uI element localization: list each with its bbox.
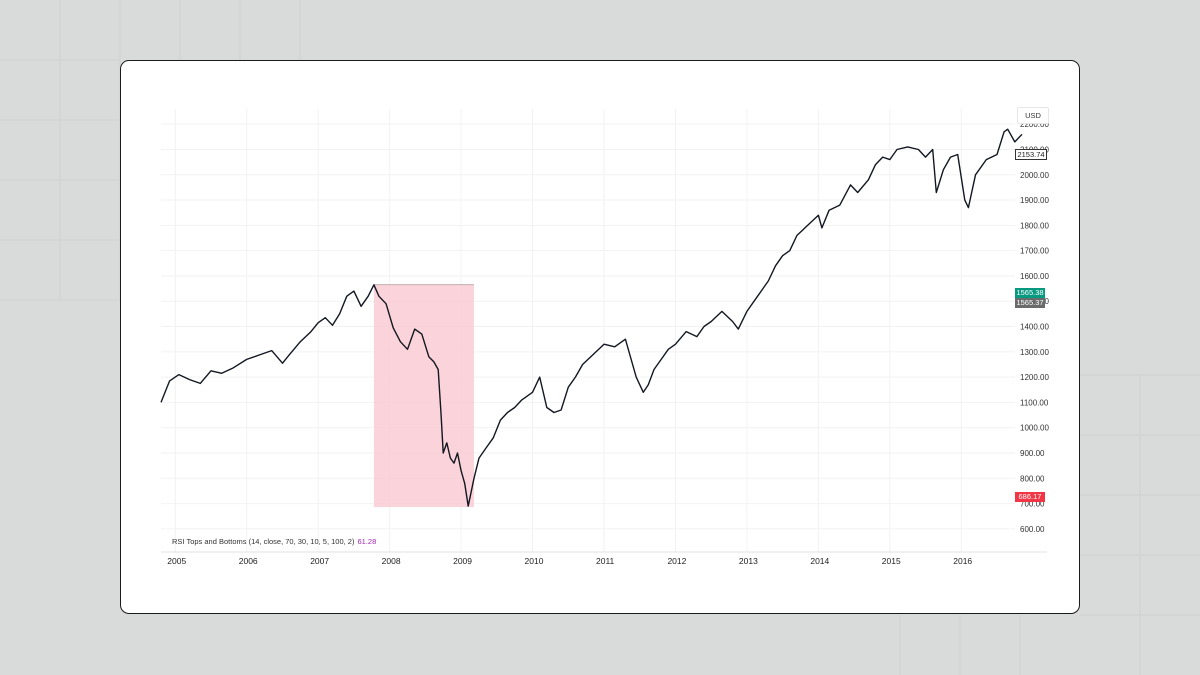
y-tick-label: 1700.00 [1020, 247, 1049, 256]
y-tick-label: 1900.00 [1020, 196, 1049, 205]
chart-grid [161, 109, 1015, 552]
y-tick-label: 900.00 [1020, 449, 1045, 458]
x-tick-label: 2010 [525, 556, 544, 566]
price-line-series [160, 128, 1023, 507]
chart-card: 600.00 700.00 800.00 900.00 1000.00 1100.00 12… [120, 60, 1080, 614]
x-tick-label: 2014 [810, 556, 829, 566]
y-tick-label: 700.00 [1020, 500, 1045, 509]
y-tick-label: 2200.00 [1020, 120, 1049, 129]
region-high-tag: 1565.38 [1015, 288, 1045, 298]
x-tick-label: 2009 [453, 556, 472, 566]
x-tick-label: 2006 [239, 556, 258, 566]
x-tick-label: 2011 [596, 556, 615, 566]
x-tick-label: 2008 [382, 556, 401, 566]
indicator-name: RSI Tops and Bottoms (14, close, 70, 30,… [172, 537, 355, 546]
price-chart[interactable]: 600.00 700.00 800.00 900.00 1000.00 1100.00 12… [121, 61, 1079, 613]
x-tick-label: 2015 [882, 556, 901, 566]
y-tick-label: 1000.00 [1020, 424, 1049, 433]
y-tick-label: 1300.00 [1020, 348, 1049, 357]
y-tick-label: 1800.00 [1020, 221, 1049, 230]
highlighted-drawdown-region [373, 284, 474, 508]
region-low-tag: 686.17 [1015, 492, 1045, 502]
x-tick-label: 2013 [739, 556, 758, 566]
region-high-alt-tag: 1565.37 [1015, 298, 1045, 308]
x-tick-label: 2012 [667, 556, 686, 566]
x-tick-label: 2007 [310, 556, 329, 566]
y-tick-label: 600.00 [1020, 525, 1045, 534]
y-tick-label: 1100.00 [1020, 398, 1049, 407]
y-tick-label: 1600.00 [1020, 272, 1049, 281]
y-tick-label: 2000.00 [1020, 171, 1049, 180]
indicator-value: 61.28 [357, 537, 377, 546]
currency-button[interactable]: USD [1017, 107, 1049, 124]
last-price-tag: 2153.74 [1015, 149, 1047, 160]
y-tick-label: 1400.00 [1020, 323, 1049, 332]
y-tick-label: 1200.00 [1020, 373, 1049, 382]
indicator-legend[interactable]: RSI Tops and Bottoms (14, close, 70, 30,… [172, 537, 376, 546]
price-axis: 600.00 700.00 800.00 900.00 1000.00 1100.00 12… [1020, 120, 1049, 534]
x-tick-label: 2016 [953, 556, 972, 566]
time-axis: 2005 2006 2007 2008 2009 2010 2011 2012 2013 2014… [167, 556, 972, 566]
x-tick-label: 2005 [167, 556, 186, 566]
y-tick-label: 800.00 [1020, 474, 1045, 483]
